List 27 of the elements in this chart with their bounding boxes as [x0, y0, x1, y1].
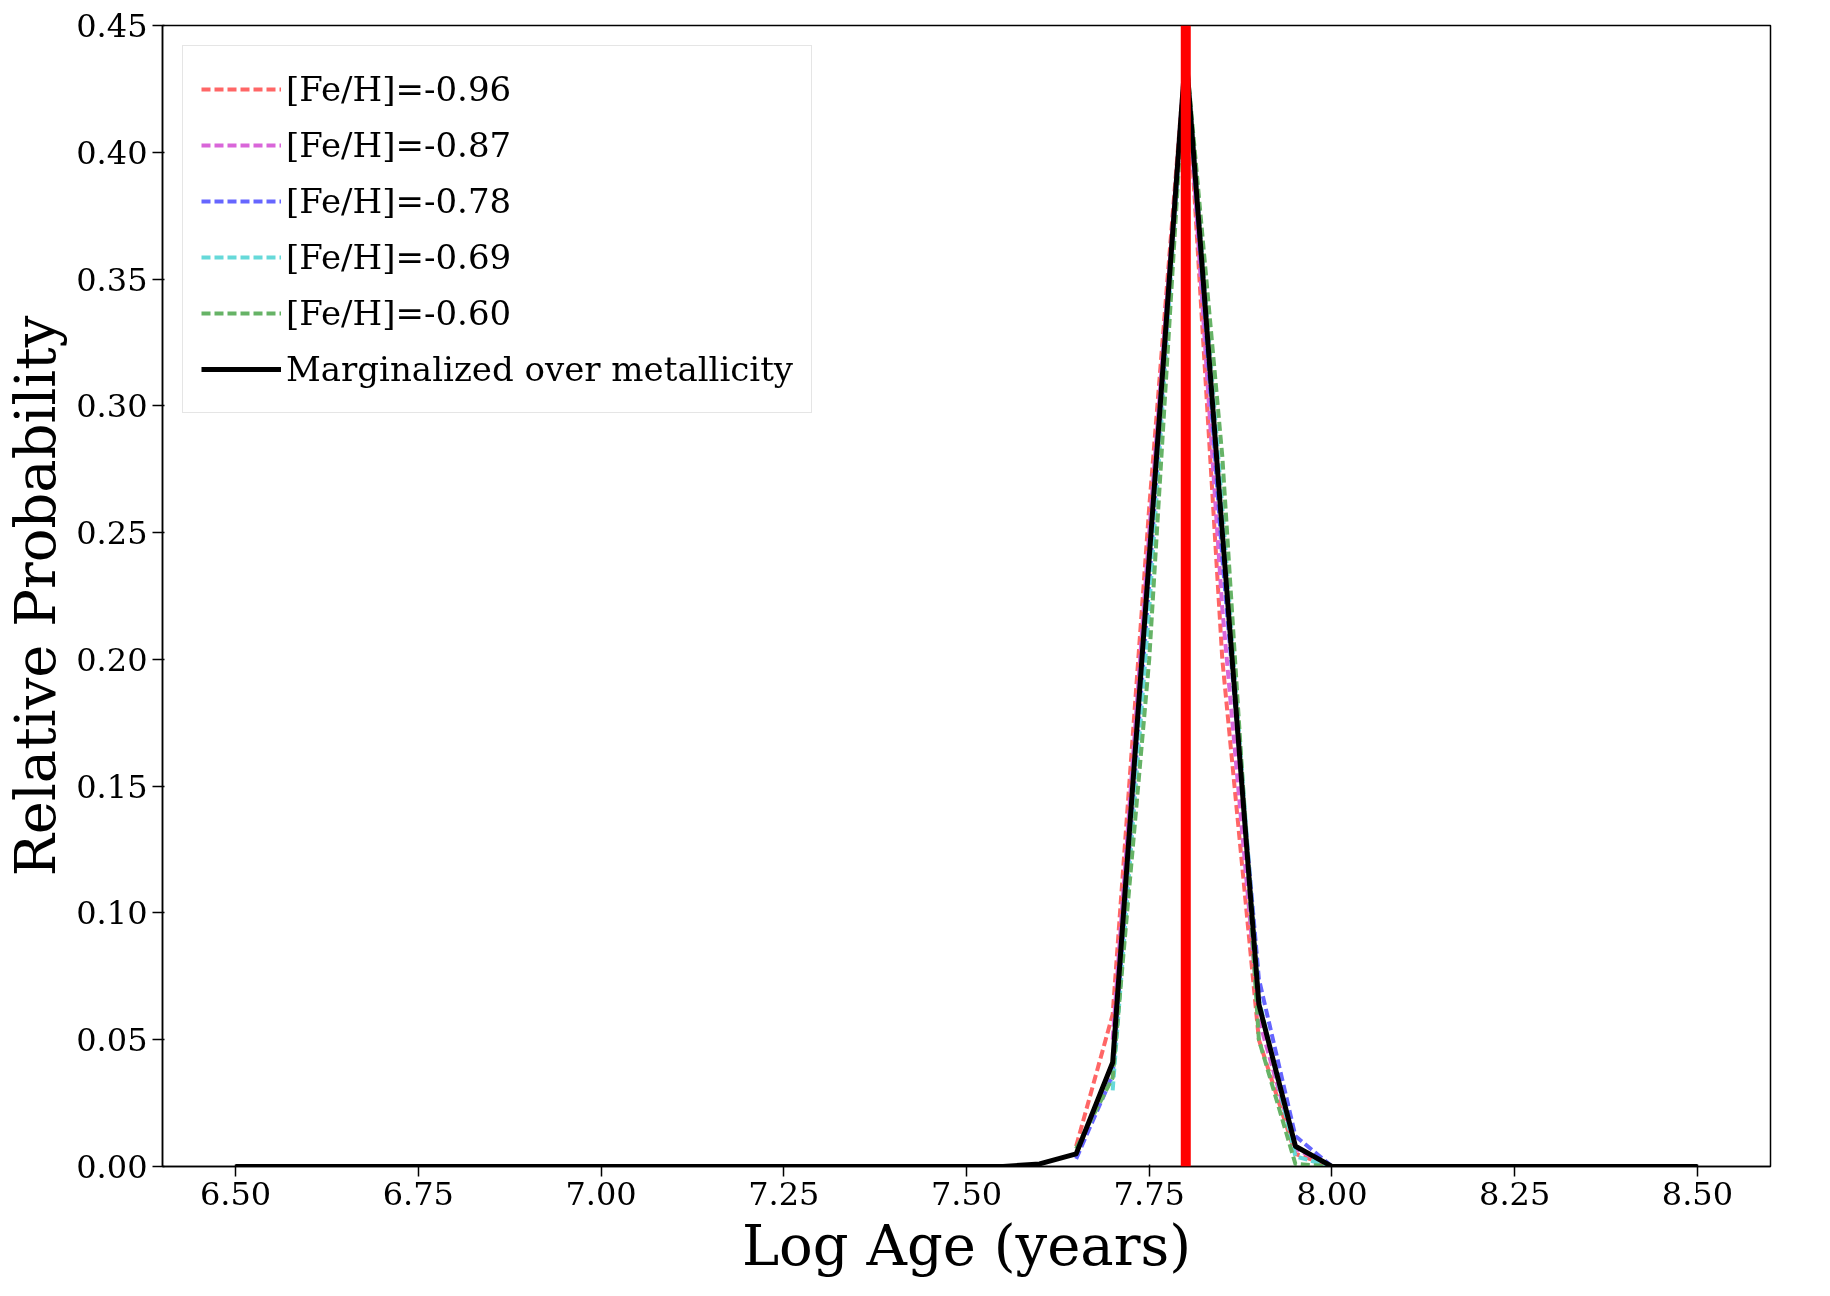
y-tick-label: 0.30 [76, 387, 148, 426]
y-tick-label: 0.35 [76, 260, 148, 299]
x-tick-label: 6.50 [199, 1174, 272, 1213]
y-tick-label: 0.25 [76, 514, 148, 553]
x-tick-label: 8.25 [1479, 1174, 1551, 1213]
x-tick-label: 7.00 [565, 1174, 637, 1213]
y-tick-label: 0.15 [76, 767, 148, 806]
x-axis-title: Log Age (years) [741, 1212, 1192, 1278]
x-tick-label: 8.00 [1296, 1174, 1368, 1213]
y-tick-label: 0.20 [76, 640, 148, 679]
legend-label: [Fe/H]=-0.69 [286, 236, 512, 279]
y-tick-label: 0.05 [76, 1021, 148, 1060]
x-tick-label: 6.75 [382, 1174, 454, 1213]
legend-label: [Fe/H]=-0.60 [286, 292, 512, 335]
x-tick-label: 7.25 [748, 1174, 820, 1213]
y-tick-label: 0.10 [76, 894, 148, 933]
x-tick-label: 7.75 [1113, 1174, 1185, 1213]
y-tick-label: 0.45 [76, 7, 148, 45]
y-tick-label: 0.00 [76, 1148, 148, 1186]
x-tick-label: 8.50 [1661, 1174, 1734, 1213]
legend-label: [Fe/H]=-0.96 [286, 68, 512, 111]
x-tick-label: 7.50 [930, 1174, 1003, 1213]
y-tick-label: 0.40 [76, 133, 148, 172]
legend-label: [Fe/H]=-0.87 [286, 124, 512, 167]
legend-label: Marginalized over metallicity [286, 348, 794, 391]
legend-label: [Fe/H]=-0.78 [286, 180, 512, 223]
y-axis-title: Relative Probability [3, 315, 69, 877]
